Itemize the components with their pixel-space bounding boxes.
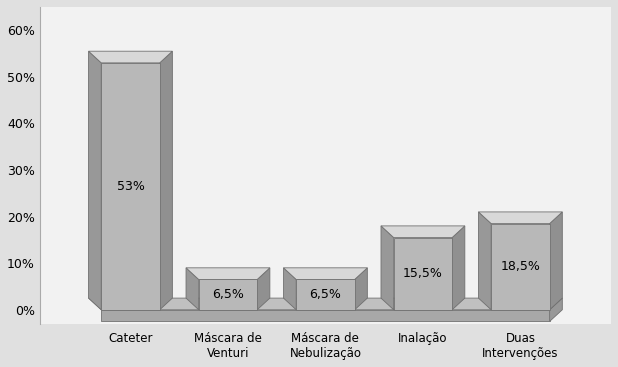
Polygon shape bbox=[101, 310, 549, 321]
Bar bbox=[101, 63, 159, 310]
Bar bbox=[491, 224, 549, 310]
Polygon shape bbox=[159, 51, 172, 310]
Polygon shape bbox=[186, 268, 199, 310]
Polygon shape bbox=[284, 268, 367, 279]
Polygon shape bbox=[88, 51, 172, 63]
Polygon shape bbox=[355, 268, 367, 310]
Bar bbox=[199, 279, 257, 310]
Text: 6,5%: 6,5% bbox=[310, 288, 341, 301]
Polygon shape bbox=[88, 298, 562, 310]
Text: 6,5%: 6,5% bbox=[212, 288, 244, 301]
Bar bbox=[296, 279, 355, 310]
Polygon shape bbox=[381, 226, 465, 237]
Bar bbox=[394, 237, 452, 310]
Polygon shape bbox=[88, 51, 101, 310]
Text: 15,5%: 15,5% bbox=[403, 267, 443, 280]
Polygon shape bbox=[549, 298, 562, 321]
Polygon shape bbox=[257, 268, 270, 310]
Polygon shape bbox=[478, 212, 491, 310]
Polygon shape bbox=[478, 212, 562, 224]
Polygon shape bbox=[381, 226, 394, 310]
Polygon shape bbox=[284, 268, 296, 310]
Polygon shape bbox=[452, 226, 465, 310]
Text: 18,5%: 18,5% bbox=[501, 260, 540, 273]
Polygon shape bbox=[549, 212, 562, 310]
Polygon shape bbox=[186, 268, 270, 279]
Text: 53%: 53% bbox=[117, 180, 145, 193]
